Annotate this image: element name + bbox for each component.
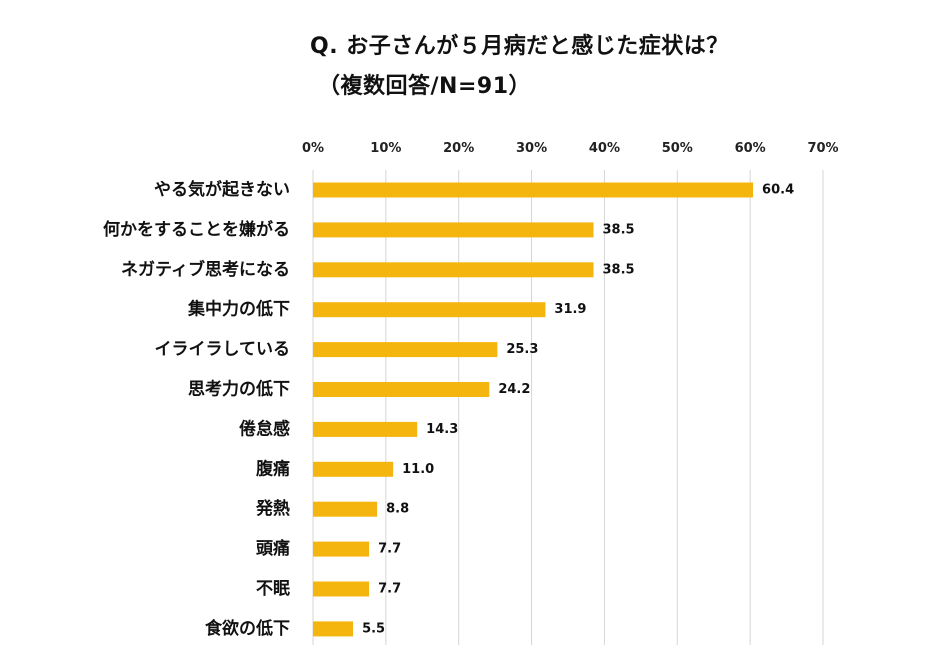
category-label: 倦怠感	[239, 418, 290, 439]
value-label: 38.5	[603, 262, 635, 277]
bar	[313, 581, 370, 597]
bar	[313, 342, 498, 358]
value-label: 25.3	[506, 342, 538, 357]
x-tick-label: 70%	[807, 141, 838, 156]
value-label: 38.5	[603, 222, 635, 237]
category-label: やる気が起きない	[154, 179, 290, 200]
value-label: 7.7	[378, 542, 401, 557]
x-tick-label: 0%	[302, 141, 324, 156]
bar	[313, 621, 354, 637]
chart-title: Q. お子さんが５月病だと感じた症状は？	[310, 34, 729, 59]
value-label: 5.5	[362, 621, 385, 636]
category-label: イライラしている	[155, 340, 291, 360]
x-tick-label: 50%	[662, 141, 693, 156]
bar	[313, 382, 490, 397]
category-label: ネガティブ思考になる	[121, 259, 290, 280]
category-label: 何かをすることを嫌がる	[103, 219, 290, 240]
value-label: 24.2	[498, 382, 530, 397]
x-tick-label: 10%	[370, 141, 401, 156]
bar	[313, 501, 378, 517]
x-tick-label: 30%	[516, 141, 547, 156]
bar	[313, 541, 370, 557]
value-label: 11.0	[402, 462, 434, 477]
value-labels: 60.4 38.5 38.5 31.9 25.3 24.2 14.3 11.0 8.8 7.7 7.…	[362, 183, 794, 637]
gridlines	[312, 170, 824, 645]
bars	[313, 182, 754, 637]
x-tick-label: 60%	[735, 141, 766, 156]
category-label: 思考力の低下	[188, 379, 290, 400]
category-label: 腹痛	[256, 458, 290, 479]
x-axis-ticks: 0% 10% 20% 30% 40% 50% 60% 70%	[302, 141, 839, 156]
bar	[313, 222, 594, 238]
bar	[313, 461, 394, 477]
chart-subtitle: （複数回答/N=91）	[318, 74, 531, 99]
bar	[313, 421, 418, 437]
bar	[313, 302, 546, 318]
bar	[313, 182, 754, 198]
value-label: 60.4	[762, 183, 794, 198]
value-label: 14.3	[426, 422, 458, 437]
x-tick-label: 40%	[589, 141, 620, 156]
bar	[313, 262, 594, 278]
value-label: 7.7	[378, 582, 401, 597]
category-label: 食欲の低下	[205, 618, 290, 639]
value-label: 8.8	[386, 502, 409, 517]
x-tick-label: 20%	[443, 141, 474, 156]
category-label: 頭痛	[256, 538, 290, 559]
category-label: 発熱	[255, 498, 290, 519]
value-label: 31.9	[554, 302, 586, 317]
category-label: 集中力の低下	[187, 299, 290, 320]
category-label: 不眠	[256, 579, 290, 599]
category-labels: やる気が起きない何かをすることを嫌がるネガティブ思考になる集中力の低下イライラし…	[103, 179, 290, 639]
